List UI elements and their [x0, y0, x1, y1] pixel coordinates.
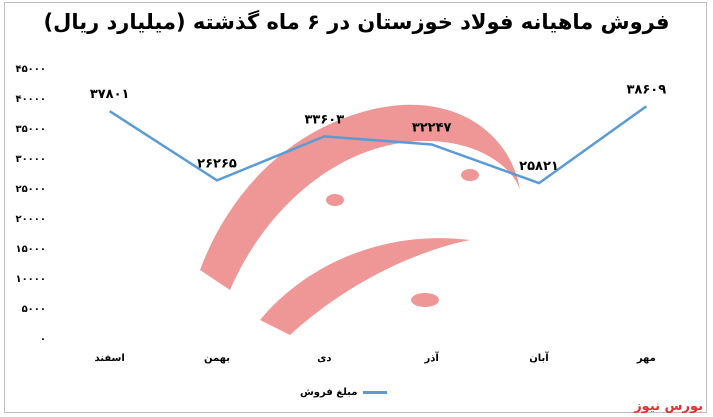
y-tick-label: ۰ [40, 334, 46, 345]
data-label: ۲۶۲۶۵ [197, 156, 237, 171]
y-tick-label: ۱۵۰۰۰ [15, 244, 46, 255]
legend-swatch [363, 390, 388, 394]
x-tick-label: اسفند [95, 353, 125, 364]
data-labels: ۳۸۶۰۹ ۲۵۸۲۱ ۳۲۲۴۷ ۳۳۶۰۳ ۲۶۲۶۵ ۳۷۸۰۱ [90, 82, 666, 174]
y-tick-label: ۴۰۰۰۰ [15, 94, 46, 105]
y-tick-label: ۳۵۰۰۰ [15, 124, 46, 135]
x-tick-label: آذر [424, 351, 440, 364]
x-tick-label: دی [317, 353, 331, 364]
data-label: ۳۳۶۰۳ [304, 112, 344, 127]
y-axis-labels: ۰ ۵۰۰۰ ۱۰۰۰۰ ۱۵۰۰۰ ۲۰۰۰۰ ۲۵۰۰۰ ۳۰۰۰۰ ۳۵۰۰۰ ۴۰۰۰۰… [15, 64, 46, 345]
chart-title: فروش ماهیانه فولاد خوزستان در ۶ ماه گذشت… [43, 10, 670, 34]
y-tick-label: ۳۰۰۰۰ [15, 154, 46, 165]
legend-label: مبلغ فروش [300, 386, 358, 398]
x-tick-label: مهر [636, 353, 656, 364]
series-line-sales [109, 105, 648, 185]
x-axis-labels: مهر آبان آذر دی بهمن اسفند [95, 351, 656, 364]
legend: مبلغ فروش [300, 384, 388, 400]
data-label: ۳۷۸۰۱ [90, 87, 130, 102]
data-label: ۳۸۶۰۹ [626, 82, 666, 97]
data-label: ۳۲۲۴۷ [412, 121, 452, 136]
y-tick-label: ۵۰۰۰ [22, 304, 46, 315]
y-tick-label: ۲۵۰۰۰ [15, 184, 46, 195]
x-tick-label: بهمن [204, 353, 230, 364]
y-tick-label: ۴۵۰۰۰ [15, 64, 46, 75]
y-tick-label: ۲۰۰۰۰ [15, 214, 46, 225]
data-label: ۲۵۸۲۱ [519, 159, 559, 174]
x-tick-label: آبان [529, 351, 549, 364]
y-tick-label: ۱۰۰۰۰ [15, 274, 46, 285]
source-credit: بورس نیوز [634, 399, 703, 414]
